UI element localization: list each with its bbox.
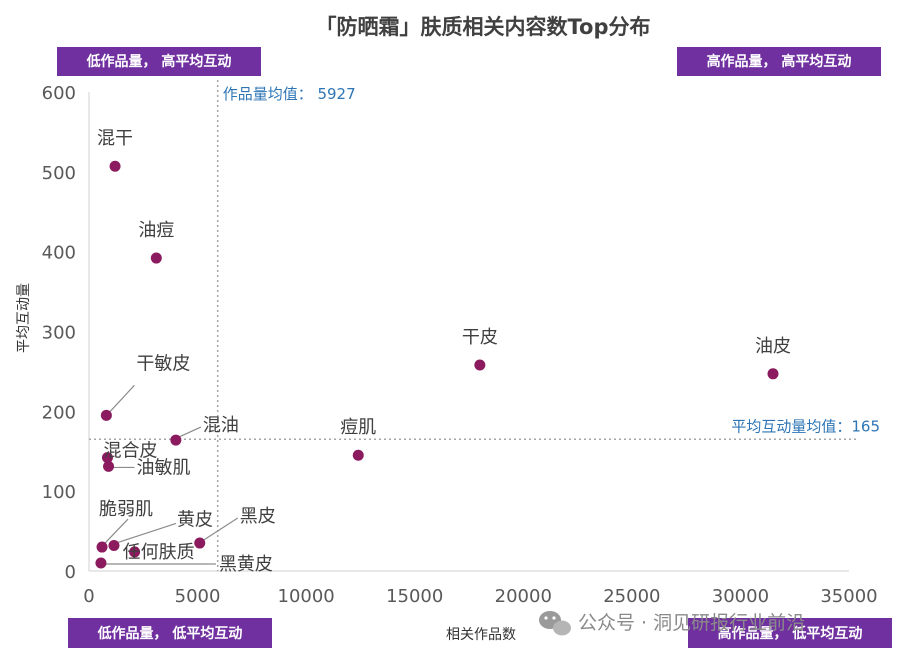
point-label: 混油 bbox=[203, 415, 239, 436]
data-points bbox=[95, 160, 779, 569]
data-point bbox=[170, 434, 182, 446]
mean-x-label: 作品量均值： 5927 bbox=[223, 85, 356, 103]
data-point bbox=[129, 546, 141, 558]
point-label: 痘肌 bbox=[340, 417, 376, 438]
data-point bbox=[474, 359, 486, 371]
quadrant-top-right: 高作品量， 高平均互动 bbox=[677, 47, 881, 76]
leader-line bbox=[108, 384, 135, 413]
x-tick-labels: 0 5000 10000 15000 20000 25000 30000 35000 bbox=[83, 586, 877, 607]
quadrant-top-left-label: 低作品量， 高平均互动 bbox=[86, 53, 232, 70]
leader-line bbox=[178, 426, 202, 438]
data-point bbox=[101, 452, 113, 464]
point-label: 黄皮 bbox=[177, 509, 213, 530]
leader-line bbox=[117, 522, 177, 544]
y-tick-label: 500 bbox=[42, 163, 76, 184]
chart-title: 「防晒霜」肤质相关内容数Top分布 bbox=[316, 15, 651, 39]
x-tick-label: 5000 bbox=[175, 586, 221, 607]
data-point bbox=[96, 541, 108, 553]
point-label: 黑黄皮 bbox=[219, 554, 273, 575]
data-point bbox=[95, 557, 107, 569]
point-label: 混合皮 bbox=[103, 441, 157, 462]
x-tick-label: 20000 bbox=[495, 586, 552, 607]
data-point bbox=[194, 537, 206, 549]
point-label: 油皮 bbox=[755, 336, 791, 357]
leader-line bbox=[104, 518, 129, 544]
quadrant-top-right-label: 高作品量， 高平均互动 bbox=[707, 53, 852, 70]
quadrant-bottom-left: 低作品量， 低平均互动 bbox=[68, 618, 272, 648]
y-tick-label: 0 bbox=[65, 562, 76, 583]
leader-line bbox=[203, 517, 239, 541]
y-tick-label: 600 bbox=[42, 83, 76, 104]
point-label: 油敏肌 bbox=[137, 457, 191, 478]
wechat-icon bbox=[539, 611, 571, 636]
quadrant-bottom-right: 高作品量， 低平均互动 bbox=[688, 618, 892, 648]
x-axis-title: 相关作品数 bbox=[446, 627, 516, 643]
y-tick-label: 300 bbox=[42, 323, 76, 344]
x-tick-label: 15000 bbox=[386, 586, 443, 607]
point-label: 黑皮 bbox=[240, 506, 276, 527]
x-tick-label: 30000 bbox=[712, 586, 769, 607]
x-tick-label: 25000 bbox=[603, 586, 660, 607]
point-label: 混干 bbox=[97, 128, 133, 149]
quadrant-bottom-right-label: 高作品量， 低平均互动 bbox=[718, 625, 863, 642]
x-tick-label: 35000 bbox=[820, 586, 877, 607]
data-point bbox=[108, 539, 120, 551]
watermark: 公众号 · 洞见研报行业前沿 bbox=[539, 611, 805, 636]
leader-lines bbox=[104, 384, 239, 565]
y-tick-label: 400 bbox=[42, 243, 76, 264]
point-label: 油痘 bbox=[138, 220, 174, 241]
point-label: 干皮 bbox=[462, 327, 498, 348]
point-label: 脆弱肌 bbox=[99, 499, 153, 520]
mean-y-label: 平均互动量均值：165 bbox=[731, 417, 880, 435]
data-point bbox=[109, 160, 121, 172]
data-point bbox=[103, 460, 115, 472]
y-tick-labels: 0 100 200 300 400 500 600 bbox=[42, 83, 76, 583]
point-label: 任何肤质 bbox=[123, 542, 195, 563]
x-tick-label: 10000 bbox=[278, 586, 335, 607]
x-tick-label: 0 bbox=[83, 586, 94, 607]
y-tick-label: 200 bbox=[42, 402, 76, 423]
quadrant-top-left: 低作品量， 高平均互动 bbox=[57, 47, 261, 76]
y-axis-title: 平均互动量 bbox=[16, 283, 32, 353]
data-point bbox=[100, 409, 112, 421]
data-point bbox=[767, 368, 779, 380]
watermark-text: 公众号 · 洞见研报行业前沿 bbox=[578, 612, 805, 634]
data-point bbox=[150, 252, 162, 264]
data-point bbox=[352, 449, 364, 461]
quadrant-bottom-left-label: 低作品量， 低平均互动 bbox=[97, 625, 243, 642]
point-label: 干敏皮 bbox=[136, 353, 190, 374]
y-tick-label: 100 bbox=[42, 482, 76, 503]
